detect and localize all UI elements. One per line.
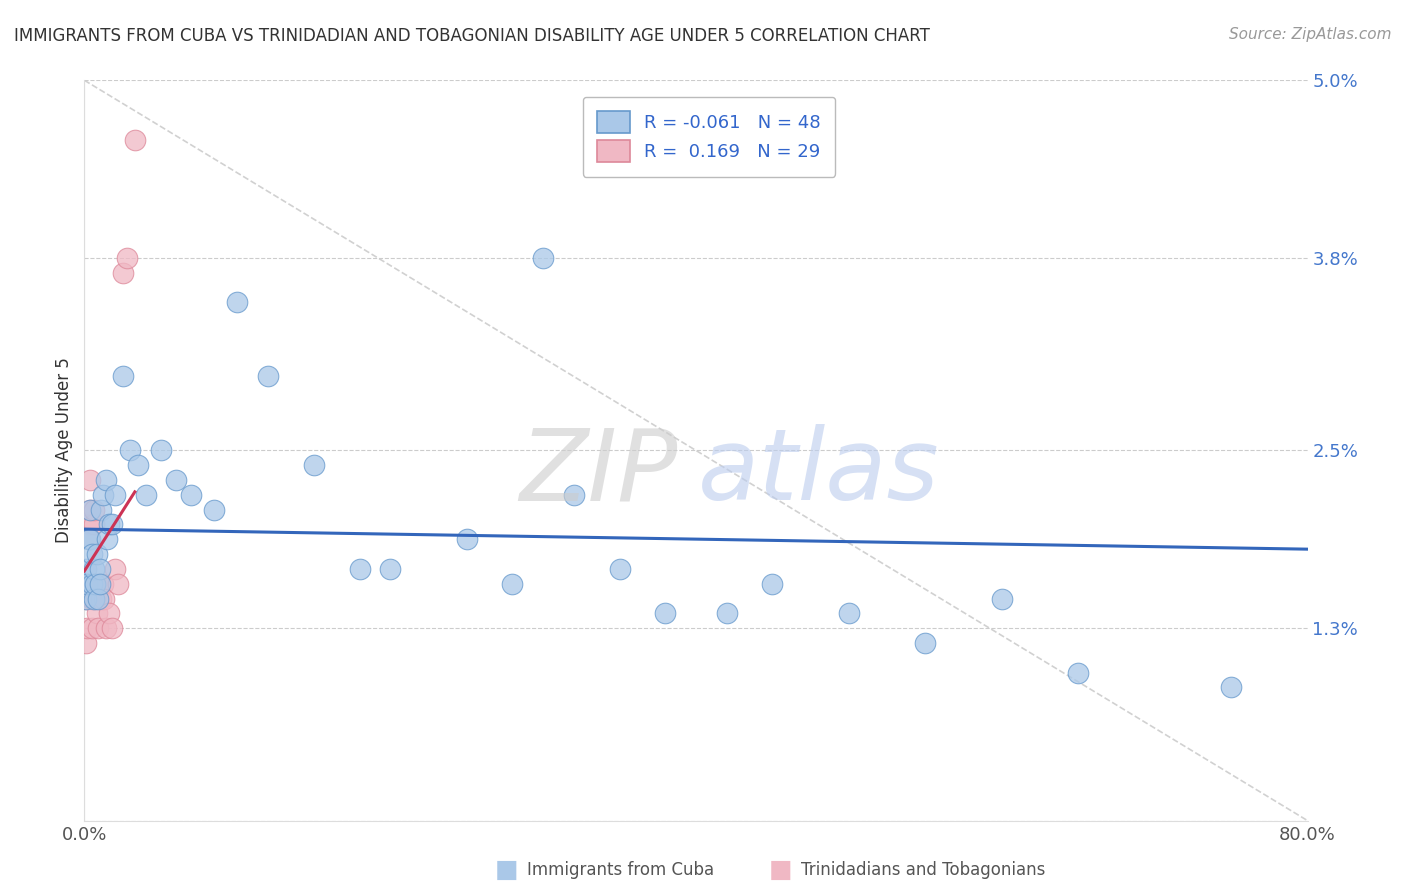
Point (84, 576, 107, 591)
Point (91, 488, 114, 502)
Point (180, 488, 202, 502)
Point (97, 517, 120, 532)
Point (75, 591, 97, 606)
Text: IMMIGRANTS FROM CUBA VS TRINIDADIAN AND TOBAGONIAN DISABILITY AGE UNDER 5 CORREL: IMMIGRANTS FROM CUBA VS TRINIDADIAN AND … (14, 27, 929, 45)
Point (83, 517, 105, 532)
Point (79, 502, 101, 516)
Point (96, 533, 118, 547)
Point (257, 369, 280, 384)
Point (77, 533, 100, 547)
Point (79, 473, 101, 487)
Point (502, 576, 524, 591)
Point (84, 591, 107, 606)
Point (90, 591, 112, 606)
Point (76, 621, 98, 635)
Point (84, 576, 107, 591)
Point (226, 295, 249, 310)
Point (111, 266, 134, 280)
Point (914, 636, 936, 650)
Point (120, 443, 142, 458)
Point (111, 369, 134, 384)
Point (107, 576, 129, 591)
Point (79, 533, 101, 547)
Point (94, 621, 117, 635)
Point (80, 591, 103, 606)
Point (380, 562, 402, 576)
Point (654, 607, 676, 621)
Legend: R = -0.061   N = 48, R =  0.169   N = 29: R = -0.061 N = 48, R = 0.169 N = 29 (582, 96, 835, 177)
Point (86, 576, 108, 591)
Y-axis label: Disability Age Under 5: Disability Age Under 5 (55, 358, 73, 543)
Point (101, 621, 124, 635)
Point (77, 533, 100, 547)
Text: Source: ZipAtlas.com: Source: ZipAtlas.com (1229, 27, 1392, 42)
Point (80, 547, 103, 561)
Point (101, 517, 124, 532)
Point (124, 132, 146, 146)
Point (609, 562, 631, 576)
Point (86, 607, 108, 621)
Point (991, 591, 1014, 606)
Point (89, 562, 111, 576)
Point (83, 562, 105, 576)
Text: Trinidadians and Tobagonians: Trinidadians and Tobagonians (801, 861, 1046, 879)
Point (456, 533, 478, 547)
Point (149, 443, 172, 458)
Point (165, 473, 187, 487)
Point (761, 576, 783, 591)
Point (115, 251, 138, 265)
Point (87, 591, 110, 606)
Point (89, 576, 111, 591)
Point (1220, 681, 1243, 695)
Point (97, 607, 120, 621)
Point (77, 517, 100, 532)
Point (83, 591, 105, 606)
Point (80, 576, 103, 591)
Point (127, 458, 149, 473)
Point (86, 547, 108, 561)
Point (716, 607, 738, 621)
Point (90, 502, 112, 516)
Point (80, 621, 103, 635)
Point (93, 591, 115, 606)
Point (202, 502, 225, 516)
Point (94, 473, 117, 487)
Point (75, 591, 97, 606)
Point (349, 562, 371, 576)
Text: ZIP: ZIP (519, 425, 678, 521)
Point (75, 636, 97, 650)
Point (89, 576, 111, 591)
Point (75, 562, 97, 576)
Point (838, 607, 860, 621)
Text: ■: ■ (495, 858, 517, 881)
Point (135, 488, 157, 502)
Point (1067, 665, 1090, 680)
Point (104, 488, 127, 502)
Point (562, 488, 585, 502)
Point (79, 502, 101, 516)
Point (104, 562, 127, 576)
Text: ■: ■ (769, 858, 792, 881)
Text: atlas: atlas (697, 425, 939, 521)
Point (83, 502, 105, 516)
Point (87, 621, 110, 635)
Point (531, 251, 554, 265)
Point (91, 576, 114, 591)
Text: Immigrants from Cuba: Immigrants from Cuba (527, 861, 714, 879)
Point (302, 458, 325, 473)
Point (76, 576, 98, 591)
Point (76, 576, 98, 591)
